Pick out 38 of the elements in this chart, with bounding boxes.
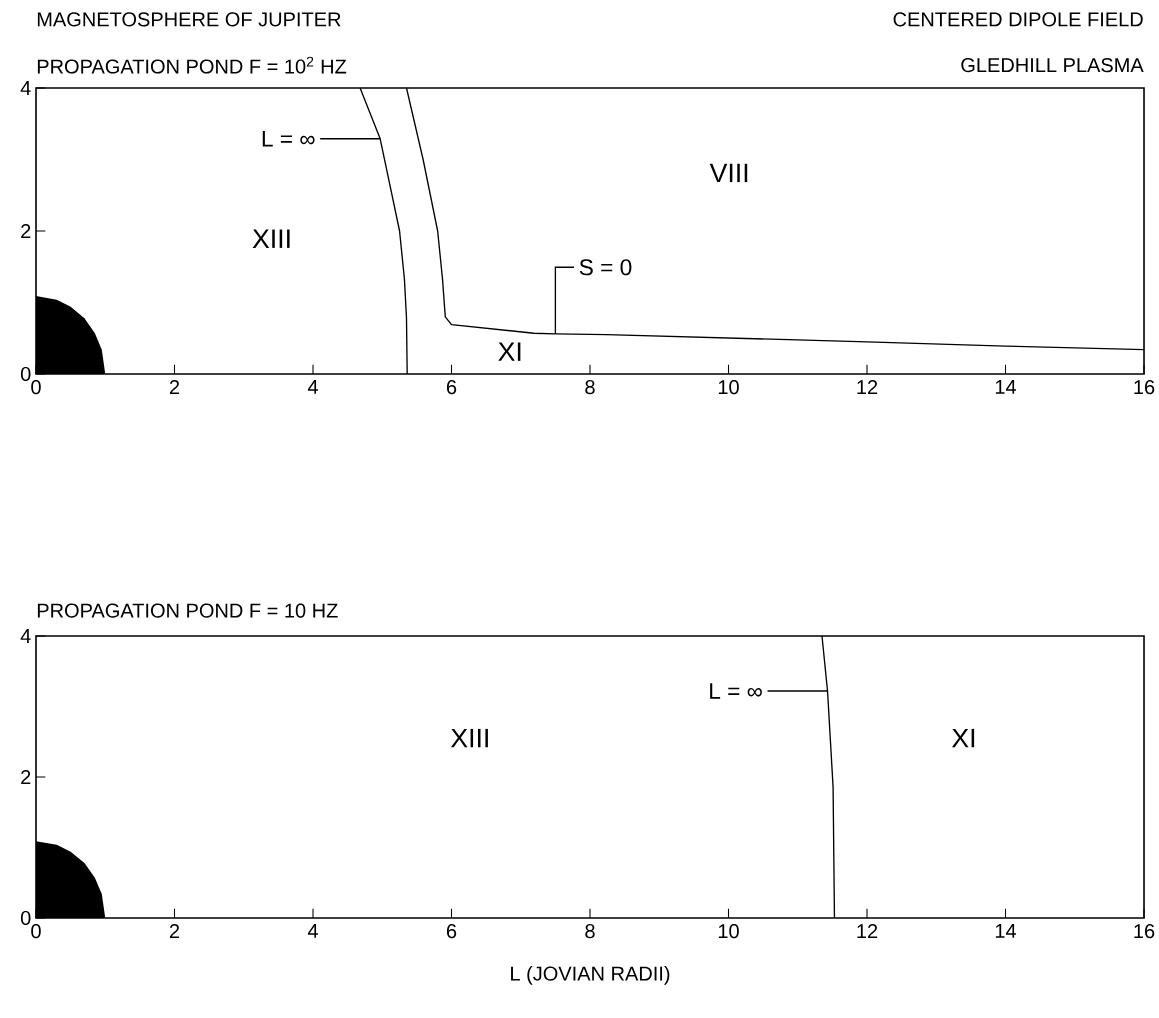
x-tick-label: 8 bbox=[585, 380, 595, 395]
x-tick-label: 4 bbox=[307, 924, 318, 938]
annotation: L = ∞ bbox=[262, 130, 315, 147]
annotation: S = 0 bbox=[579, 259, 632, 276]
y-tick-label: 4 bbox=[20, 81, 31, 95]
x-tick-label: 16 bbox=[1134, 380, 1155, 395]
x-tick-label: 6 bbox=[446, 924, 457, 939]
annotation: XI bbox=[951, 728, 975, 748]
y-tick-label: 0 bbox=[20, 366, 31, 382]
y-tick-label: 2 bbox=[21, 770, 31, 784]
annotation: XIII bbox=[252, 229, 290, 248]
x-tick-label: 6 bbox=[446, 380, 457, 395]
x-tick-label: 12 bbox=[857, 380, 878, 394]
x-tick-label: 2 bbox=[169, 380, 180, 394]
chart-title: MAGNETOSPHERE OF JUPITER bbox=[37, 12, 341, 27]
annotation: VIII bbox=[709, 163, 748, 183]
x-tick-label: 2 bbox=[169, 924, 180, 939]
x-tick-label: 0 bbox=[31, 380, 41, 395]
y-tick-label: 2 bbox=[21, 224, 31, 238]
chart-title: PROPAGATION POND F = 10 HZ bbox=[37, 603, 338, 618]
x-tick-label: 12 bbox=[857, 924, 878, 939]
chart-subtitle: PROPAGATION POND F = 10$^{2}$ HZ bbox=[37, 56, 347, 74]
x-tick-label: 8 bbox=[585, 924, 595, 939]
x-tick-label: 14 bbox=[995, 380, 1017, 394]
y-tick-label: 4 bbox=[20, 629, 31, 643]
annotation: XI bbox=[498, 342, 521, 361]
x-tick-label: 16 bbox=[1134, 924, 1155, 939]
x-tick-label: 4 bbox=[307, 380, 318, 394]
x-tick-label: 10 bbox=[718, 380, 739, 395]
text: GLEDHILL PLASMA bbox=[961, 58, 1144, 73]
x-axis-title: L (JOVIAN RADII) bbox=[511, 966, 670, 985]
y-tick-label: 0 bbox=[20, 910, 31, 926]
x-tick-label: 14 bbox=[995, 924, 1017, 938]
text: CENTERED DIPOLE FIELD bbox=[893, 12, 1143, 27]
annotation: L = ∞ bbox=[710, 683, 762, 699]
x-tick-label: 0 bbox=[31, 924, 41, 939]
x-tick-label: 10 bbox=[718, 924, 739, 939]
annotation: XIII bbox=[450, 728, 488, 748]
